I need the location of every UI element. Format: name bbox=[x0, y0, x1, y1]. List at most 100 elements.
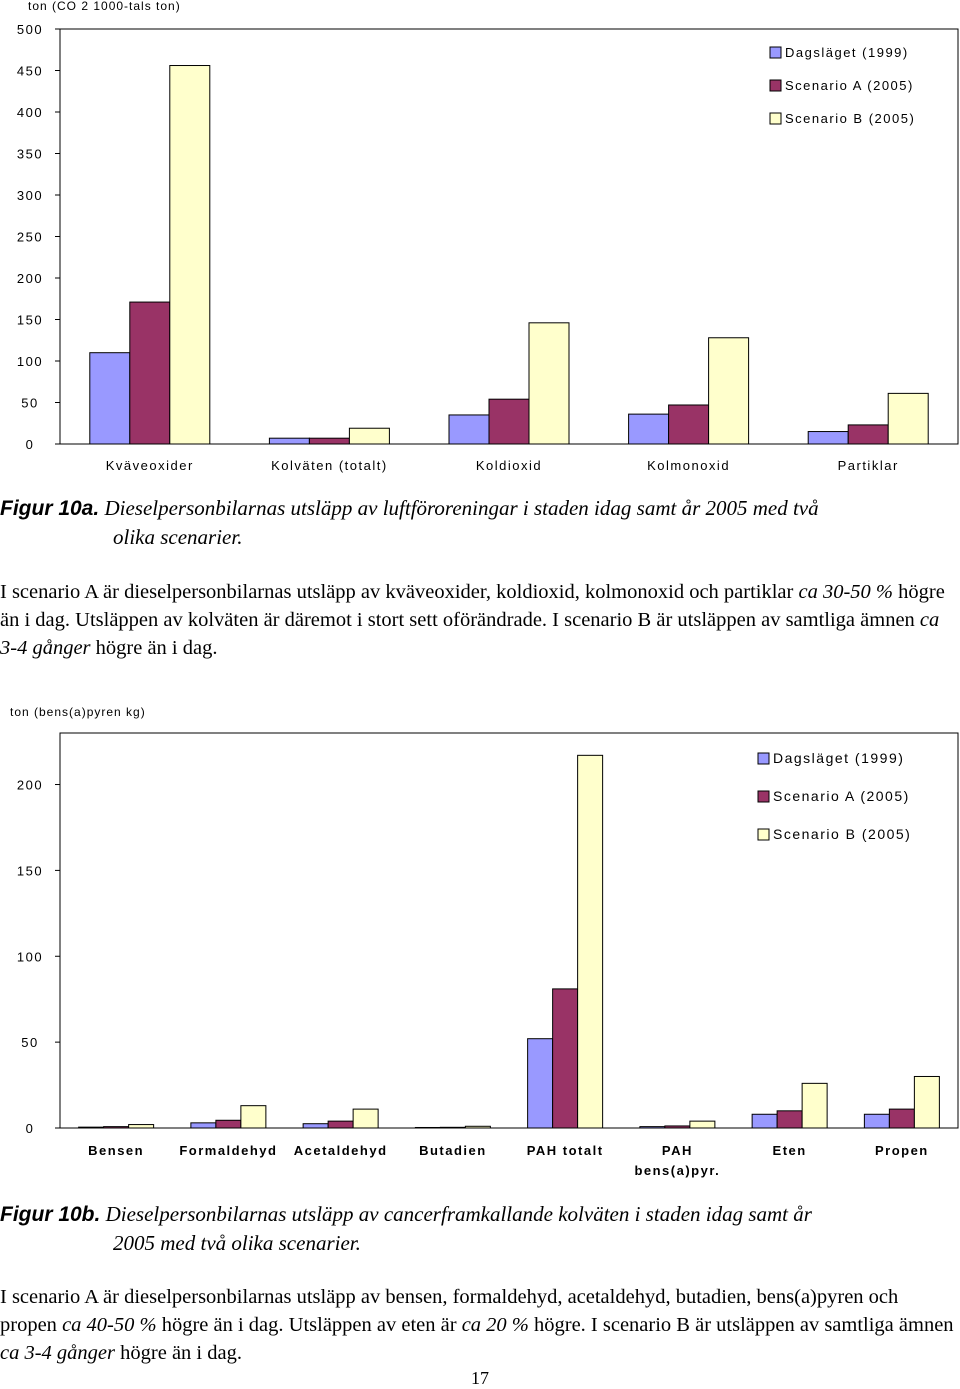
paragraph-text: högre än i dag. bbox=[90, 637, 218, 659]
legend-swatch bbox=[769, 46, 782, 59]
x-tick-label: Kolväten (totalt) bbox=[271, 458, 388, 473]
y-tick-label: 100 bbox=[17, 949, 43, 964]
paragraph-emphasis: ca 3-4 gånger bbox=[0, 609, 940, 659]
bar-dagsl-get-1999 bbox=[448, 414, 490, 445]
bar-scenario-b-2005 bbox=[577, 754, 604, 1129]
y-tick-label: 400 bbox=[17, 105, 43, 120]
x-tick-label: Koldioxid bbox=[476, 458, 542, 473]
paragraph-emphasis: ca 30-50 % bbox=[798, 581, 893, 603]
y-tick-label: 150 bbox=[17, 313, 43, 328]
y-axis-label: ton (CO 2 1000-tals ton) bbox=[28, 0, 181, 13]
bar-scenario-a-2005 bbox=[308, 437, 350, 445]
paragraph-text: I scenario A är dieselpersonbilarnas uts… bbox=[0, 581, 799, 603]
bar-scenario-a-2005 bbox=[847, 424, 889, 445]
caption-text-continued: 2005 med två olika scenarier. bbox=[113, 1231, 361, 1255]
legend-label: Scenario A (2005) bbox=[773, 788, 910, 804]
y-tick-label: 300 bbox=[17, 188, 43, 203]
caption-text-continued: olika scenarier. bbox=[113, 525, 243, 549]
bar-scenario-b-2005 bbox=[240, 1105, 267, 1129]
bar-dagsl-get-1999 bbox=[863, 1113, 890, 1129]
legend-swatch bbox=[769, 112, 782, 125]
bar-scenario-a-2005 bbox=[776, 1110, 803, 1129]
y-tick-label: 100 bbox=[17, 354, 43, 369]
x-tick-label: bens(a)pyr. bbox=[634, 1163, 720, 1178]
y-tick-label: 350 bbox=[17, 147, 43, 162]
x-tick-label: Bensen bbox=[88, 1143, 144, 1158]
bar-scenario-b-2005 bbox=[913, 1075, 940, 1129]
bar-dagsl-get-1999 bbox=[302, 1123, 329, 1129]
y-tick-label: 450 bbox=[17, 64, 43, 79]
legend-swatch bbox=[769, 79, 782, 92]
body-paragraph-b: I scenario A är dieselpersonbilarnas uts… bbox=[0, 1283, 958, 1367]
emissions-chart-a: ton (CO 2 1000-tals ton) 0 50 100 150 200 250… bbox=[17, 0, 959, 473]
caption-text: Dieselpersonbilarnas utsläpp av cancerfr… bbox=[100, 1202, 812, 1226]
bar-scenario-a-2005 bbox=[668, 404, 710, 445]
x-tick-label: Propen bbox=[875, 1143, 929, 1158]
bar-scenario-b-2005 bbox=[348, 427, 390, 445]
y-tick-label: 50 bbox=[21, 396, 38, 411]
y-tick-label: 250 bbox=[17, 230, 43, 245]
x-tick-label: Butadien bbox=[419, 1143, 487, 1158]
x-tick-label: Kolmonoxid bbox=[647, 458, 730, 473]
x-tick-label: Partiklar bbox=[838, 458, 899, 473]
bar-dagsl-get-1999 bbox=[414, 1126, 441, 1129]
bar-dagsl-get-1999 bbox=[190, 1122, 217, 1129]
legend-label: Scenario B (2005) bbox=[785, 111, 915, 126]
y-tick-label: 50 bbox=[21, 1035, 38, 1050]
bar-scenario-b-2005 bbox=[528, 322, 570, 445]
bar-dagsl-get-1999 bbox=[89, 352, 131, 445]
bar-dagsl-get-1999 bbox=[527, 1038, 554, 1129]
bar-scenario-b-2005 bbox=[801, 1082, 828, 1129]
bar-dagsl-get-1999 bbox=[751, 1113, 778, 1129]
legend-swatch bbox=[757, 828, 770, 841]
paragraph-text: högre än i dag. bbox=[115, 1342, 242, 1364]
bar-dagsl-get-1999 bbox=[807, 431, 849, 445]
y-tick-label: 0 bbox=[26, 1121, 35, 1136]
bar-scenario-a-2005 bbox=[129, 301, 171, 445]
legend-swatch bbox=[757, 790, 770, 803]
legend-swatch bbox=[757, 752, 770, 765]
bar-scenario-a-2005 bbox=[103, 1126, 130, 1129]
bar-scenario-b-2005 bbox=[689, 1120, 716, 1129]
bar-scenario-a-2005 bbox=[439, 1126, 466, 1129]
x-tick-label: Kväveoxider bbox=[106, 458, 194, 473]
bar-scenario-a-2005 bbox=[488, 398, 530, 445]
bar-scenario-b-2005 bbox=[128, 1124, 155, 1129]
y-tick-label: 500 bbox=[17, 22, 43, 37]
emissions-chart-b: ton (bens(a)pyren kg) 0 50 100 150 200 Bense… bbox=[10, 705, 959, 1178]
page-number: 17 bbox=[471, 1368, 489, 1388]
paragraph-text: högre. I scenario B är utsläppen av samt… bbox=[528, 1314, 954, 1336]
bar-scenario-b-2005 bbox=[464, 1125, 491, 1129]
bar-scenario-b-2005 bbox=[352, 1108, 379, 1129]
caption-text: Dieselpersonbilarnas utsläpp av luftföro… bbox=[99, 496, 819, 520]
bar-scenario-b-2005 bbox=[169, 65, 211, 445]
bar-dagsl-get-1999 bbox=[628, 413, 670, 445]
paragraph-emphasis: ca 40-50 % bbox=[62, 1314, 157, 1336]
bar-scenario-a-2005 bbox=[888, 1108, 915, 1129]
bar-dagsl-get-1999 bbox=[639, 1126, 666, 1129]
legend-label: Dagsläget (1999) bbox=[773, 750, 904, 766]
x-tick-label: PAH bbox=[662, 1143, 693, 1158]
bar-scenario-a-2005 bbox=[215, 1119, 242, 1129]
bar-scenario-b-2005 bbox=[708, 337, 750, 445]
plot-frame bbox=[59, 732, 959, 1129]
x-tick-label: Eten bbox=[773, 1143, 807, 1158]
y-tick-label: 200 bbox=[17, 778, 43, 793]
y-axis-label: ton (bens(a)pyren kg) bbox=[10, 705, 146, 719]
bar-scenario-a-2005 bbox=[664, 1125, 691, 1129]
bar-dagsl-get-1999 bbox=[78, 1126, 105, 1129]
x-tick-label: Acetaldehyd bbox=[294, 1143, 388, 1158]
legend-label: Scenario B (2005) bbox=[773, 826, 911, 842]
figure-caption-b: Figur 10b. Dieselpersonbilarnas utsläpp … bbox=[0, 1200, 950, 1257]
body-paragraph-a: I scenario A är dieselpersonbilarnas uts… bbox=[0, 578, 958, 662]
figure-label: Figur 10a. bbox=[0, 497, 100, 520]
bar-dagsl-get-1999 bbox=[268, 437, 310, 445]
paragraph-emphasis: ca 20 % bbox=[461, 1314, 529, 1336]
paragraph-text: högre än i dag. Utsläppen av eten är bbox=[156, 1314, 462, 1336]
paragraph-emphasis: ca 3-4 gånger bbox=[0, 1342, 116, 1364]
paragraph-text: högre än i dag. Utsläppen av kolväten är… bbox=[0, 581, 945, 631]
y-tick-label: 150 bbox=[17, 863, 43, 878]
bar-scenario-a-2005 bbox=[327, 1120, 354, 1129]
bar-scenario-a-2005 bbox=[552, 988, 579, 1129]
